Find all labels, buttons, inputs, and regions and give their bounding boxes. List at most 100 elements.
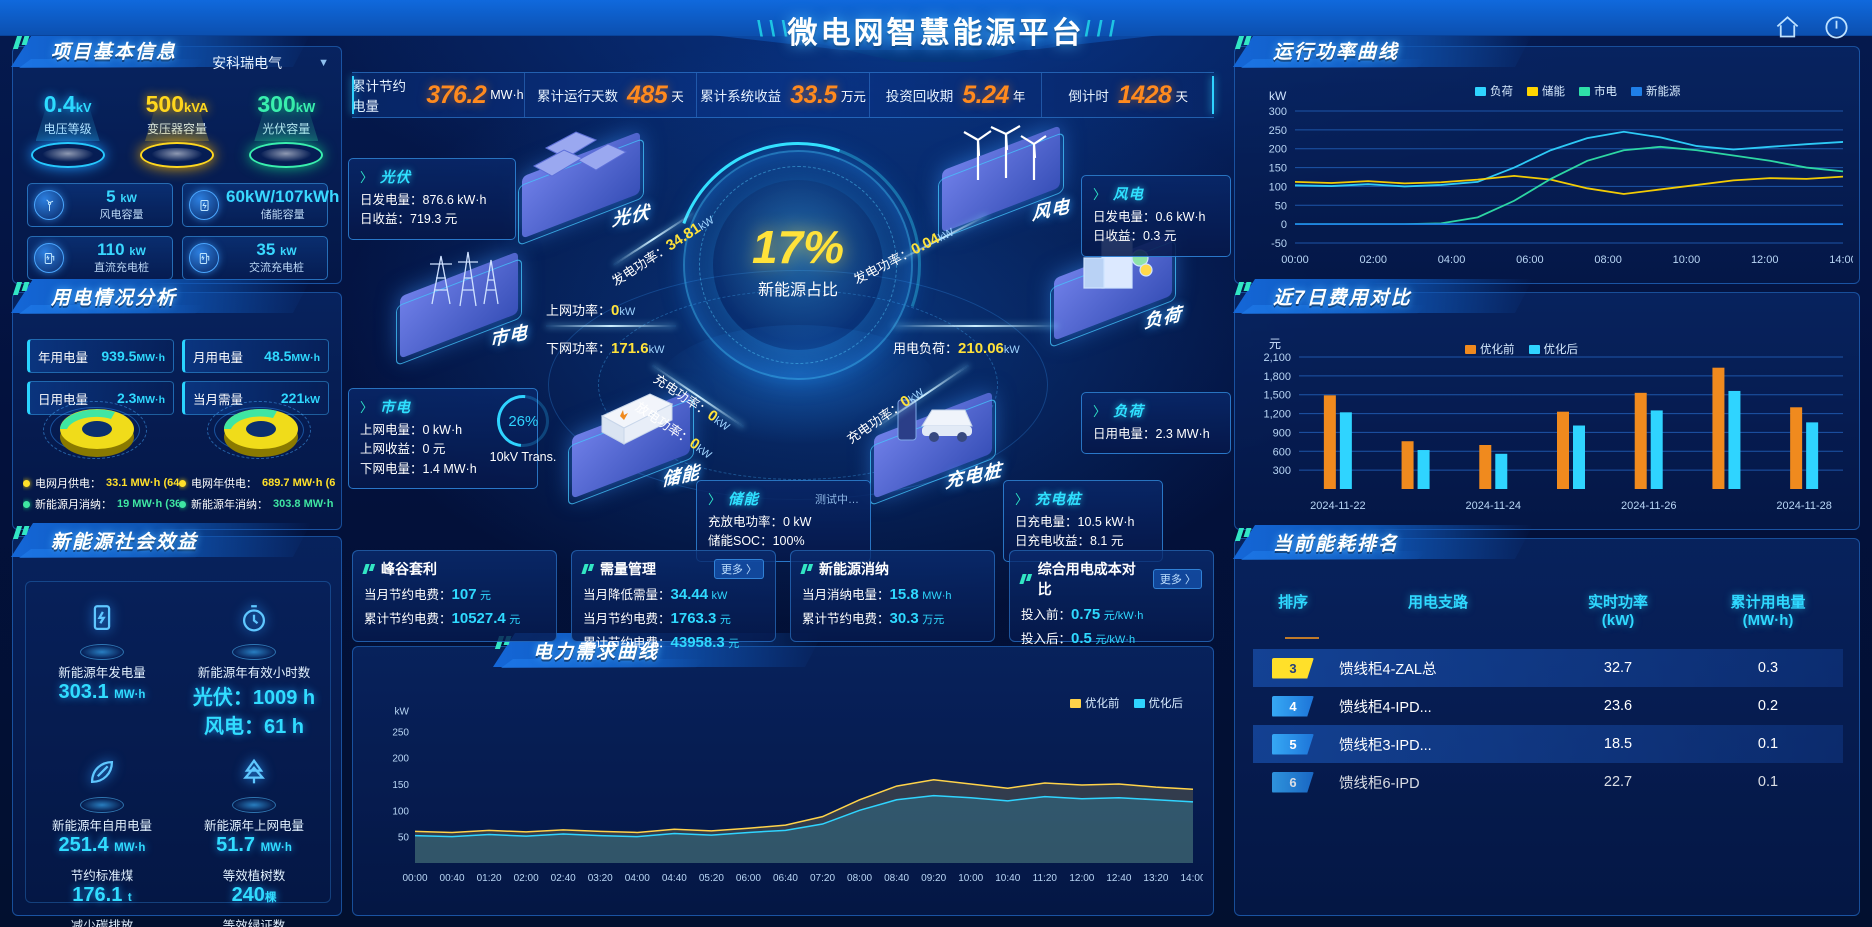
- chevron-right-icon: 〉: [360, 400, 374, 415]
- svg-text:2,100: 2,100: [1263, 352, 1291, 364]
- capacity-unit: kVA: [184, 100, 209, 115]
- rank-energy-value: 0.1: [1757, 736, 1779, 752]
- flow-node-pv[interactable]: 光伏: [516, 128, 650, 247]
- panel-power-curve-title: 运行功率曲线: [1233, 33, 1533, 67]
- social-cell-label: 新能源年上网电量: [203, 819, 304, 833]
- legend-label: 优化前: [1480, 344, 1515, 356]
- info-card-row: 日发电量：876.6 kW·h: [360, 193, 487, 207]
- card-title: 峰谷套利: [381, 561, 437, 577]
- ac-charger-icon: [189, 243, 219, 273]
- panel-title-text: 近7日费用对比: [1273, 287, 1412, 309]
- metric-item: 累计系统收益 33.5 万元: [697, 73, 870, 117]
- card-row-unit: 元/kW·h: [1103, 610, 1144, 622]
- home-icon[interactable]: [1774, 14, 1801, 41]
- table-row[interactable]: 4 馈线柜4-IPD... 23.6 0.2: [1253, 687, 1843, 725]
- tile-unit: kW: [129, 245, 146, 258]
- info-card-title: 储能: [728, 492, 760, 508]
- info-card-load[interactable]: 〉负荷 日用电量：2.3 MW·h: [1081, 392, 1231, 455]
- donut-month-svg: [60, 409, 134, 457]
- usage-legend: 电网月供电： 33.1 MW·h (64%) 电网年供电： 689.7 MW·h (…: [23, 475, 335, 517]
- tile-dc-charger: 110 kW 直流充电桩: [27, 236, 173, 280]
- flow-label-unit: kW: [619, 306, 636, 318]
- project-selector[interactable]: 安科瑞电气 ▼: [212, 53, 329, 73]
- table-row[interactable]: 3 馈线柜4-ZAL总 32.7 0.3: [1253, 649, 1843, 687]
- panel-usage-title: 用电情况分析: [11, 279, 311, 313]
- svg-text:200: 200: [1269, 144, 1287, 156]
- chevron-down-icon[interactable]: ▼: [318, 57, 329, 69]
- legend-swatch: [1133, 698, 1145, 708]
- rank-badge: 3: [1272, 657, 1314, 679]
- info-card-pv[interactable]: 〉光伏 日发电量：876.6 kW·h 日收益：719.3 元: [348, 158, 516, 240]
- card-row-key: 当月消纳电量：: [802, 588, 890, 602]
- usage-cell-value: 48.5: [264, 348, 292, 364]
- social-cell-label: 等效植树数: [222, 869, 286, 883]
- card-row-value: 10527.4: [451, 610, 506, 627]
- power-curve-chart: -50 0 50 100 150 200 250 300 00:00 02:00 04:00 06:0…: [1269, 106, 1853, 266]
- legend-label: 优化后: [1543, 344, 1579, 356]
- legend-swatch: [1631, 86, 1642, 96]
- svg-text:08:00: 08:00: [847, 873, 872, 884]
- title-mark-icon: [581, 563, 595, 575]
- card-row-unit: 元: [480, 590, 492, 602]
- flow-node-grid[interactable]: 市电: [394, 248, 528, 367]
- table-row[interactable]: 6 馈线柜6-IPD 22.7 0.1: [1253, 763, 1843, 801]
- legend-label: 优化前: [1085, 698, 1120, 710]
- flow-line-load: [893, 325, 1058, 327]
- panel-fee-compare: 近7日费用对比 优化前 优化后 元 300 600 900 1,200 1,500 1,8…: [1234, 292, 1860, 530]
- app-header: \ \ \ 微电网智慧能源平台 / / /: [0, 0, 1872, 62]
- table-row[interactable]: 5 馈线柜3-IPD... 18.5 0.1: [1253, 725, 1843, 763]
- capacity-value: 300: [257, 91, 296, 117]
- usage-cell-label: 年用电量: [38, 350, 89, 365]
- rank-divider: [1285, 637, 1319, 639]
- power-chart-legend: 负荷 储能 市电 新能源: [1475, 83, 1681, 99]
- legend-item-storage: 储能: [1527, 83, 1565, 99]
- svg-text:2024-11-24: 2024-11-24: [1466, 500, 1521, 512]
- rank-col-energy: 累计用电量 (MW·h): [1693, 591, 1843, 629]
- card-row-unit: 元: [728, 638, 740, 650]
- power-icon[interactable]: [1823, 14, 1850, 41]
- flow-node-wind[interactable]: 风电: [936, 122, 1070, 241]
- legend-item-renew-year: 新能源年消纳： 303.8 MW·h (31%): [179, 496, 335, 512]
- card-row-value: 1763.3: [670, 610, 717, 627]
- title-mark-icon: [800, 563, 814, 575]
- rank-power-value: 22.7: [1603, 774, 1633, 790]
- rank-col-power: 实时功率 (kW): [1543, 591, 1693, 629]
- svg-text:12:00: 12:00: [1069, 873, 1094, 884]
- panel-title-text: 新能源社会效益: [51, 531, 199, 553]
- svg-text:12:40: 12:40: [1106, 873, 1131, 884]
- wind-turbine-icon: [34, 190, 64, 220]
- social-cell-label: 等效绿证数: [222, 919, 286, 927]
- svg-text:07:20: 07:20: [810, 873, 835, 884]
- svg-text:14:00: 14:00: [1829, 254, 1853, 266]
- usage-cell-unit: MW·h: [291, 352, 320, 364]
- usage-donut-charts: [13, 389, 341, 471]
- metric-value: 485: [627, 80, 668, 109]
- panel-social-title: 新能源社会效益: [11, 523, 311, 557]
- more-button[interactable]: 更多 〉: [713, 559, 764, 579]
- flow-label-key: 下网功率：: [546, 341, 612, 356]
- capacity-value: 500: [145, 91, 184, 117]
- donut-month: [35, 389, 155, 471]
- metric-value: 5.24: [962, 80, 1009, 109]
- renewable-share-label: 新能源占比: [757, 282, 838, 299]
- social-cell-label: 节约标准煤: [70, 869, 134, 883]
- info-card-wind[interactable]: 〉风电 日发电量：0.6 kW·h 日收益：0.3 元: [1081, 175, 1231, 257]
- card-title: 需量管理: [600, 561, 656, 577]
- metric-label: 累计节约电量: [352, 79, 406, 114]
- more-button[interactable]: 更多 〉: [1152, 569, 1202, 589]
- flow-label-value: 210.06: [958, 340, 1004, 357]
- title-mark-icon: [1234, 282, 1252, 297]
- legend-item-before: 优化前: [1070, 695, 1120, 711]
- page-title: 微电网智慧能源平台: [787, 17, 1085, 50]
- social-cell-unit: MW·h: [114, 689, 146, 701]
- social-cell-self-use: 新能源年自用电量 251.4 MW·h: [26, 747, 178, 865]
- legend-swatch: [1579, 86, 1590, 96]
- info-card-row: 日用电量：2.3 MW·h: [1093, 427, 1210, 441]
- info-card-row: 储能SOC：100%: [708, 534, 805, 549]
- svg-text:100: 100: [392, 806, 409, 817]
- gauge-ring: [30, 142, 105, 168]
- card-row-key: 累计节约电费：: [583, 636, 671, 650]
- flow-label-unit: kW: [1003, 344, 1020, 356]
- tile-value: 5: [106, 186, 116, 206]
- social-cell-label: 新能源年有效小时数: [197, 666, 311, 680]
